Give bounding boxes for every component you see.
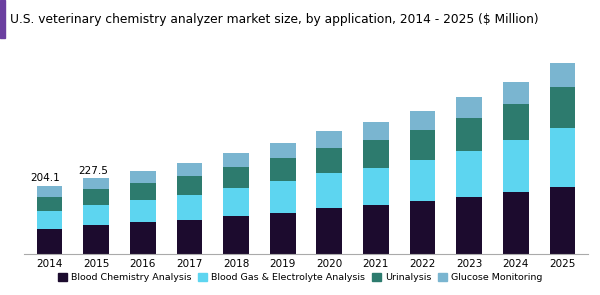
Bar bbox=[176, 219, 202, 254]
Bar bbox=[223, 168, 249, 188]
Bar bbox=[176, 176, 202, 195]
Bar bbox=[503, 82, 529, 104]
Text: U.S. veterinary chemistry analyzer market size, by application, 2014 - 2025 ($ M: U.S. veterinary chemistry analyzer marke… bbox=[10, 14, 538, 27]
Bar bbox=[223, 188, 249, 216]
Bar bbox=[363, 168, 389, 205]
Bar bbox=[270, 142, 296, 158]
Bar bbox=[270, 158, 296, 181]
Bar bbox=[503, 192, 529, 254]
Bar bbox=[83, 205, 109, 225]
Bar bbox=[550, 127, 575, 187]
Bar bbox=[176, 163, 202, 176]
Bar bbox=[363, 122, 389, 140]
Bar bbox=[410, 111, 436, 130]
Text: 204.1: 204.1 bbox=[30, 173, 60, 183]
Bar bbox=[410, 160, 436, 201]
Bar bbox=[176, 195, 202, 219]
Bar bbox=[410, 201, 436, 254]
Bar bbox=[363, 140, 389, 168]
Bar bbox=[37, 229, 62, 254]
Bar bbox=[37, 197, 62, 211]
Bar bbox=[550, 87, 575, 127]
Bar bbox=[316, 148, 342, 173]
Legend: Blood Chemistry Analysis, Blood Gas & Electrolyte Analysis, Urinalysis, Glucose : Blood Chemistry Analysis, Blood Gas & El… bbox=[54, 269, 546, 286]
Bar bbox=[130, 171, 155, 183]
Bar bbox=[223, 216, 249, 254]
Bar bbox=[316, 208, 342, 254]
Bar bbox=[130, 222, 155, 254]
Bar bbox=[83, 225, 109, 254]
Bar bbox=[270, 181, 296, 212]
Bar bbox=[457, 118, 482, 151]
Bar bbox=[550, 187, 575, 254]
Bar bbox=[316, 131, 342, 148]
Bar bbox=[550, 63, 575, 87]
Bar bbox=[37, 211, 62, 229]
Bar bbox=[457, 197, 482, 254]
Bar bbox=[503, 104, 529, 140]
Bar bbox=[0, 0, 5, 38]
Bar bbox=[223, 153, 249, 168]
Bar bbox=[316, 173, 342, 208]
Bar bbox=[503, 140, 529, 192]
Bar bbox=[457, 97, 482, 118]
Bar bbox=[363, 205, 389, 254]
Bar bbox=[457, 151, 482, 197]
Bar bbox=[83, 189, 109, 205]
Bar bbox=[130, 200, 155, 222]
Bar bbox=[83, 178, 109, 189]
Bar bbox=[37, 186, 62, 197]
Text: 227.5: 227.5 bbox=[79, 166, 109, 176]
Bar bbox=[270, 212, 296, 254]
Bar bbox=[130, 183, 155, 200]
Bar bbox=[410, 130, 436, 160]
